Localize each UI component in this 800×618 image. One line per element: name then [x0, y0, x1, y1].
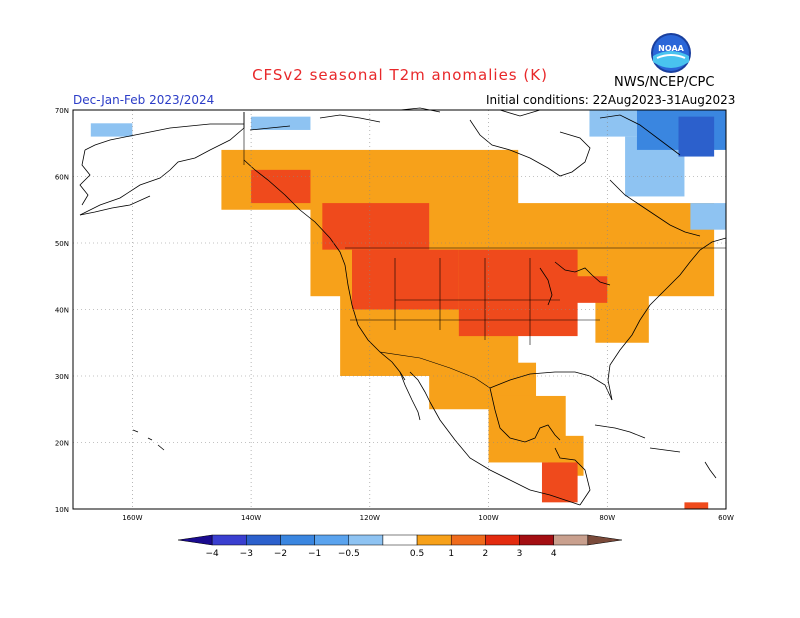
legend-bin [450, 534, 486, 546]
longitude-tick-label: 140W [241, 514, 261, 522]
legend-arrow-low [177, 534, 213, 546]
logo-text: NOAA [658, 44, 684, 53]
initial-conditions-label: Initial conditions: 22Aug2023-31Aug2023 [486, 93, 736, 107]
legend-label: −0.5 [338, 549, 360, 559]
latitude-tick-label: 40N [55, 307, 69, 315]
longitude-tick-label: 100W [478, 514, 498, 522]
anomaly-cell [541, 462, 578, 503]
longitude-tick-label: 60W [718, 514, 734, 522]
noaa-logo-icon: NOAA [651, 33, 691, 73]
latitude-tick-label: 60N [55, 174, 69, 182]
legend-bin [485, 534, 520, 546]
latitude-tick-label: 50N [55, 240, 69, 248]
anomaly-cell [90, 123, 133, 137]
season-label: Dec-Jan-Feb 2023/2024 [73, 93, 215, 107]
legend-bin [280, 534, 315, 546]
legend-label: −2 [274, 549, 287, 559]
anomaly-cell [690, 203, 726, 230]
coastlines [79, 107, 727, 506]
latitude-tick-label: 20N [55, 440, 69, 448]
anomaly-cell [251, 169, 311, 204]
chart-title: CFSv2 seasonal T2m anomalies (K) [252, 66, 548, 84]
anomaly-cell [589, 110, 637, 137]
legend-arrow-high [587, 534, 623, 546]
anomaly-cell [352, 249, 459, 310]
legend-bin [382, 534, 418, 546]
longitude-tick-label: 120W [360, 514, 380, 522]
latitude-tick-label: 70N [55, 107, 69, 115]
legend-bin [314, 534, 350, 546]
longitude-tick-label: 160W [122, 514, 142, 522]
legend-bin [348, 534, 384, 546]
anomaly-cell [684, 502, 709, 509]
color-legend: −4 −3 −2 −1 −0.5 0.5 1 2 3 4 [177, 534, 623, 559]
anomaly-cell [536, 276, 608, 303]
latitude-tick-label: 10N [55, 506, 69, 514]
legend-bin [553, 534, 589, 546]
legend-label: 3 [517, 549, 523, 559]
agency-label: NWS/NCEP/CPC [614, 75, 715, 90]
legend-label: 4 [551, 549, 557, 559]
map-frame [72, 109, 727, 510]
legend-bin [416, 534, 452, 546]
legend-bin [211, 534, 247, 546]
legend-label: 2 [483, 549, 489, 559]
axis-labels: 70N 60N 50N 40N 30N 20N 10N 160W 140W 120W 100W 80W… [55, 107, 734, 522]
political-borders [243, 112, 726, 389]
legend-label: 1 [448, 549, 454, 559]
anomaly-cell [251, 116, 311, 130]
latitude-tick-label: 30N [55, 373, 69, 381]
legend-label: −3 [240, 549, 253, 559]
longitude-tick-label: 80W [599, 514, 615, 522]
anomaly-field [90, 110, 726, 509]
anomaly-cell [322, 203, 430, 250]
legend-label: 0.5 [410, 549, 424, 559]
legend-bin [519, 534, 554, 546]
anomaly-cell [678, 116, 715, 157]
legend-bin [246, 534, 281, 546]
legend-label: −4 [206, 549, 220, 559]
legend-label: −1 [308, 549, 321, 559]
